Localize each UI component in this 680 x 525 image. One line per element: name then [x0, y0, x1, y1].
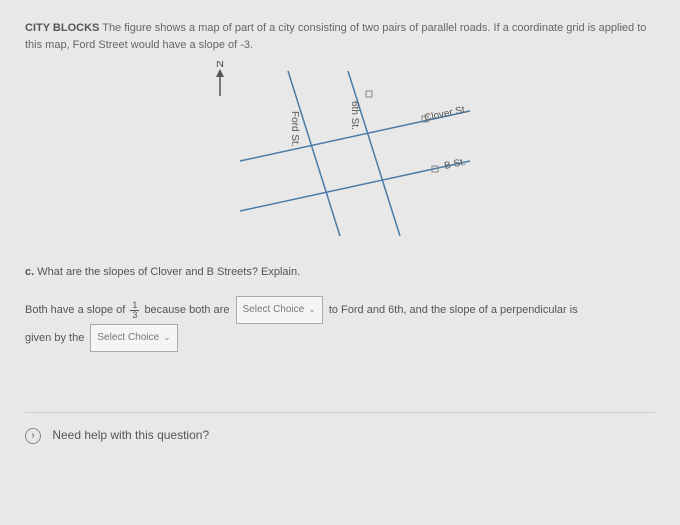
answer-mid2: to Ford and 6th, and the slope of a perp… — [329, 304, 578, 316]
problem-heading: CITY BLOCKS The figure shows a map of pa… — [25, 20, 655, 53]
answer-line2-prefix: given by the — [25, 332, 84, 344]
help-section: › Need help with this question? — [25, 412, 655, 444]
answer-prefix: Both have a slope of — [25, 304, 125, 316]
select-choice-2[interactable]: Select Choice⌄ — [90, 324, 177, 352]
answer-mid1: because both are — [144, 304, 229, 316]
question-part: c. — [25, 266, 34, 278]
heading-text: The figure shows a map of part of a city… — [25, 22, 646, 51]
clover-label: Clover St. — [423, 104, 468, 124]
answer-block: Both have a slope of 1 3 because both ar… — [25, 296, 655, 352]
street-map-diagram: N Ford St. 6th St. Clover St. B St. — [170, 61, 510, 251]
chevron-down-icon: ⌄ — [163, 328, 171, 348]
help-text[interactable]: Need help with this question? — [52, 428, 209, 442]
sixth-label: 6th St. — [349, 101, 360, 130]
fraction-denominator: 3 — [130, 311, 139, 320]
fraction-numerator: 1 — [130, 301, 139, 311]
heading-bold: CITY BLOCKS — [25, 22, 99, 34]
question-text: What are the slopes of Clover and B Stre… — [37, 266, 300, 278]
map-svg: N Ford St. 6th St. Clover St. B St. — [170, 61, 510, 251]
question-c: c. What are the slopes of Clover and B S… — [25, 266, 655, 278]
north-label: N — [216, 61, 224, 70]
fraction: 1 3 — [130, 301, 139, 320]
chevron-down-icon: ⌄ — [308, 300, 316, 320]
select-choice-1[interactable]: Select Choice⌄ — [236, 296, 323, 324]
b-label: B St. — [443, 157, 467, 172]
ford-label: Ford St. — [289, 111, 300, 147]
help-icon[interactable]: › — [25, 428, 41, 444]
